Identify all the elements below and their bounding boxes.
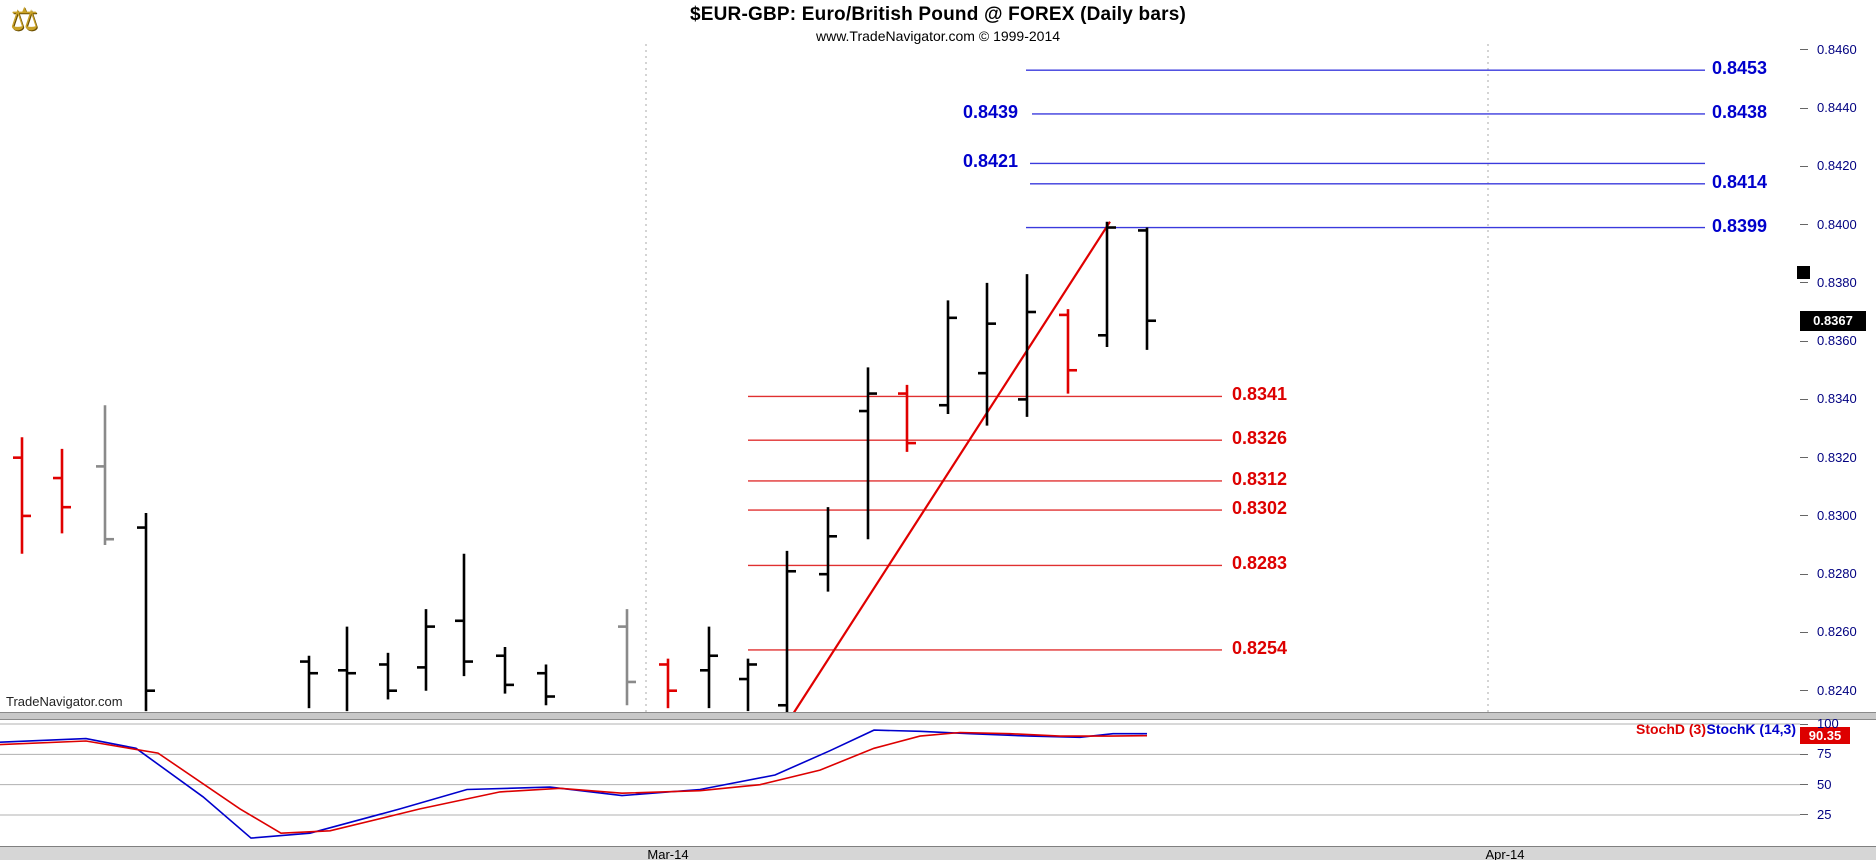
stoch-axis-label: 25 (1817, 806, 1832, 822)
support-level-label: 0.8302 (1232, 498, 1288, 519)
stochd-legend: StochD (3) (1636, 721, 1706, 737)
price-axis-tick (1800, 49, 1808, 51)
stochk-legend: StochK (14,3) (1706, 721, 1796, 737)
stoch-axis-tick (1800, 753, 1808, 755)
price-axis-tick (1800, 340, 1808, 342)
price-axis-tick (1800, 457, 1808, 459)
resistance-level-label: 0.8399 (1712, 215, 1768, 236)
price-axis-tick (1800, 282, 1808, 284)
price-axis-tick (1800, 573, 1808, 575)
price-axis-label: 0.8460 (1817, 41, 1857, 57)
resistance-level-label: 0.8439 (962, 101, 1018, 122)
stoch-axis-tick (1800, 814, 1808, 816)
price-axis-label: 0.8280 (1817, 566, 1857, 582)
price-axis-label: 0.8380 (1817, 274, 1857, 290)
panel-separator[interactable] (0, 712, 1876, 720)
support-level-label: 0.8312 (1232, 468, 1288, 489)
price-axis-label: 0.8400 (1817, 216, 1857, 232)
time-axis-label: Apr-14 (1485, 847, 1525, 860)
stoch-axis-label: 75 (1817, 746, 1832, 762)
resistance-level-label: 0.8421 (962, 151, 1018, 172)
stoch-axis-tick (1800, 723, 1808, 725)
stoch-value-badge: 90.35 (1800, 726, 1850, 744)
stoch-axis-label: 100 (1817, 716, 1839, 731)
support-level-label: 0.8326 (1232, 428, 1288, 449)
chart-subtitle: www.TradeNavigator.com © 1999-2014 (815, 28, 1061, 44)
price-axis-label: 0.8320 (1817, 449, 1857, 465)
support-level-label: 0.8283 (1232, 553, 1288, 574)
price-axis-label: 0.8440 (1817, 100, 1857, 116)
price-axis-tick (1800, 107, 1808, 109)
tradenavigator-scales-logo-icon: ⚖ (10, 1, 39, 37)
stoch-axis-label: 50 (1817, 776, 1832, 792)
price-axis-label: 0.8340 (1817, 391, 1857, 407)
support-level-label: 0.8341 (1232, 384, 1288, 405)
support-level-label: 0.8254 (1232, 637, 1288, 658)
stoch-axis-tick (1800, 784, 1808, 786)
price-axis-label: 0.8300 (1817, 507, 1857, 523)
stochastic-panel-canvas[interactable] (0, 719, 1800, 845)
price-axis-label: 0.8360 (1817, 333, 1857, 349)
price-axis-label: 0.8240 (1817, 682, 1857, 698)
price-axis-tick (1800, 165, 1808, 167)
resistance-level-label: 0.8414 (1712, 171, 1768, 192)
last-price-badge: 0.8367 (1800, 310, 1866, 331)
axis-marker (1797, 266, 1810, 279)
price-axis-tick (1800, 515, 1808, 517)
price-chart-canvas[interactable] (0, 44, 1800, 714)
price-axis-tick (1800, 631, 1808, 633)
price-axis-label: 0.8260 (1817, 624, 1857, 640)
price-axis-tick (1800, 690, 1808, 692)
price-axis-tick (1800, 224, 1808, 226)
chart-title: $EUR-GBP: Euro/British Pound @ FOREX (Da… (690, 4, 1186, 25)
price-axis-tick (1800, 398, 1808, 400)
watermark-text: TradeNavigator.com (6, 694, 123, 709)
time-axis-label: Mar-14 (647, 847, 689, 860)
resistance-level-label: 0.8453 (1712, 58, 1768, 79)
resistance-level-label: 0.8438 (1712, 101, 1768, 122)
time-axis[interactable] (0, 846, 1876, 860)
price-axis-label: 0.8420 (1817, 158, 1857, 174)
